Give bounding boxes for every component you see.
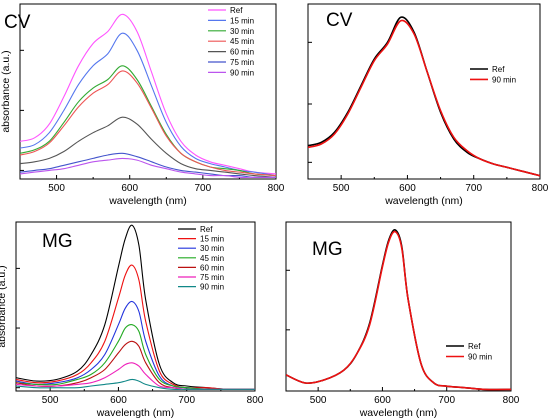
x-tick-label: 500: [42, 395, 59, 406]
chart-panel-4: 500 600 700 800 wavelength (nm) MG Ref 90 min: [285, 221, 520, 419]
x-tick-label: 600: [374, 395, 391, 406]
legend-label: 15 min: [200, 235, 224, 244]
x-tick-label: 600: [121, 183, 138, 194]
x-tick-label: 600: [399, 183, 416, 194]
legend-label: 60 min: [200, 263, 224, 272]
series-line-30-min: [16, 300, 255, 390]
x-tick-label: 800: [532, 183, 549, 194]
series-line-45-min: [20, 70, 276, 177]
plot-frame: [15, 221, 256, 392]
legend-label: 30 min: [230, 27, 254, 36]
panel-label: CV: [4, 12, 31, 33]
x-tick-label: 500: [333, 183, 350, 194]
series-line-75-min: [16, 362, 255, 390]
x-tick-label: 600: [110, 395, 127, 406]
legend-label: 30 min: [200, 244, 224, 253]
x-tick-label: 500: [48, 183, 65, 194]
x-axis-label: wavelength (nm): [359, 407, 438, 419]
chart-panel-3: 500 600 700 800 wavelength (nm) absorbance (a…: [0, 221, 264, 419]
panel-label: CV: [326, 10, 353, 31]
series-line-45-min: [16, 324, 255, 390]
legend-label: 15 min: [230, 16, 254, 25]
x-tick-label: 700: [465, 183, 482, 194]
x-axis-label: wavelength (nm): [108, 195, 187, 207]
plot-frame: [19, 3, 277, 180]
series-line-90-min: [16, 378, 255, 390]
legend-label: 90 min: [200, 283, 224, 292]
series-line-90-min: [286, 230, 511, 391]
x-axis-label: wavelength (nm): [384, 195, 463, 207]
legend-label: 45 min: [200, 254, 224, 263]
series-line-15-min: [20, 32, 276, 177]
legend-label: 90 min: [468, 353, 492, 362]
chart-panel-1: 500 600 700 800 wavelength (nm) absorbance (a…: [0, 3, 285, 207]
series-line-90-min: [308, 19, 540, 177]
x-tick-label: 700: [178, 395, 195, 406]
series-line-ref: [20, 13, 276, 175]
legend-label: 90 min: [492, 75, 516, 84]
y-axis-label: absorbance (a.u.): [0, 265, 8, 347]
series-line-90-min: [20, 157, 276, 178]
legend-label: 60 min: [230, 48, 254, 57]
legend-label: 90 min: [230, 68, 254, 77]
x-tick-label: 800: [268, 183, 285, 194]
legend-label: 45 min: [230, 37, 254, 46]
legend-label: Ref: [230, 6, 243, 15]
legend-label: Ref: [468, 342, 481, 351]
legend-label: 75 min: [200, 273, 224, 282]
x-tick-label: 500: [310, 395, 327, 406]
legend-label: Ref: [200, 225, 213, 234]
series-line-30-min: [20, 65, 276, 177]
x-tick-label: 700: [195, 183, 212, 194]
series-line-ref: [308, 16, 540, 177]
panel-label: MG: [42, 231, 73, 252]
plot-frame: [307, 3, 541, 180]
series-line-ref: [16, 224, 255, 390]
y-axis-label: absorbance (a.u.): [0, 50, 12, 132]
x-tick-label: 700: [438, 395, 455, 406]
plot-frame: [285, 221, 512, 392]
legend-label: 75 min: [230, 58, 254, 67]
x-axis-label: wavelength (nm): [96, 407, 175, 419]
series-line-60-min: [20, 116, 276, 178]
x-tick-label: 800: [503, 395, 520, 406]
legend-label: Ref: [492, 65, 505, 74]
panel-label: MG: [312, 239, 343, 260]
x-tick-label: 800: [247, 395, 264, 406]
